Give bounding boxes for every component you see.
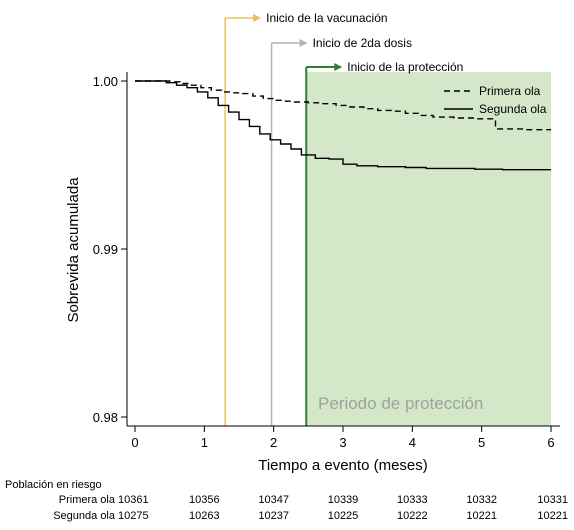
risk-cell: 10347 [258,494,289,506]
shaded-protection-region [306,72,551,426]
x-tick-label: 3 [339,435,346,450]
risk-table: Población en riesgo Primera ola 10361 1035… [5,479,568,522]
risk-table-title: Población en riesgo [5,479,102,491]
risk-cell: 10275 [118,510,149,522]
event-arrowhead-segunda-dosis [299,39,308,47]
x-tick-label: 0 [131,435,138,450]
x-tick-label: 5 [478,435,485,450]
risk-cell: 10221 [466,510,497,522]
y-tick-label: 0.98 [93,410,118,425]
risk-cell: 10263 [189,510,220,522]
risk-cell: 10331 [537,494,568,506]
y-tick-label: 1.00 [93,74,118,89]
risk-cell: 10332 [466,494,497,506]
risk-cell: 10225 [328,510,359,522]
risk-cell: 10222 [397,510,428,522]
risk-cell: 10333 [397,494,428,506]
axes: 0 1 2 3 4 5 6 1.00 0.99 0.98 [93,72,560,450]
risk-row-label: Segunda ola [53,510,116,522]
x-tick-label: 1 [201,435,208,450]
protection-period-label: Periodo de protección [318,394,483,413]
x-axis-title: Tiempo a evento (meses) [258,457,428,474]
risk-cell: 10361 [118,494,149,506]
x-tick-label: 6 [547,435,554,450]
y-axis-title: Sobrevida acumulada [65,177,82,323]
x-tick-label: 2 [270,435,277,450]
event-label-segunda-dosis: Inicio de 2da dosis [313,36,412,50]
event-arrowhead-vacunacion [253,14,262,22]
risk-cell: 10339 [328,494,359,506]
legend-label-primera-ola: Primera ola [479,84,541,98]
legend: Primera ola Segunda ola [444,84,547,116]
event-label-proteccion: Inicio de la protección [347,60,463,74]
legend-label-segunda-ola: Segunda ola [479,102,547,116]
risk-cell: 10237 [258,510,289,522]
y-tick-label: 0.99 [93,242,118,257]
risk-cell: 10221 [537,510,568,522]
event-arrowhead-proteccion [334,63,343,71]
series-group [135,80,551,171]
series-line-segunda-ola [135,80,551,171]
series-line-primera-ola [135,80,551,131]
event-lines: Inicio de la vacunación Inicio de 2da dos… [224,11,463,426]
x-tick-label: 4 [409,435,416,450]
risk-row-label: Primera ola [59,494,116,506]
risk-cell: 10356 [189,494,220,506]
event-label-vacunacion: Inicio de la vacunación [266,11,387,25]
